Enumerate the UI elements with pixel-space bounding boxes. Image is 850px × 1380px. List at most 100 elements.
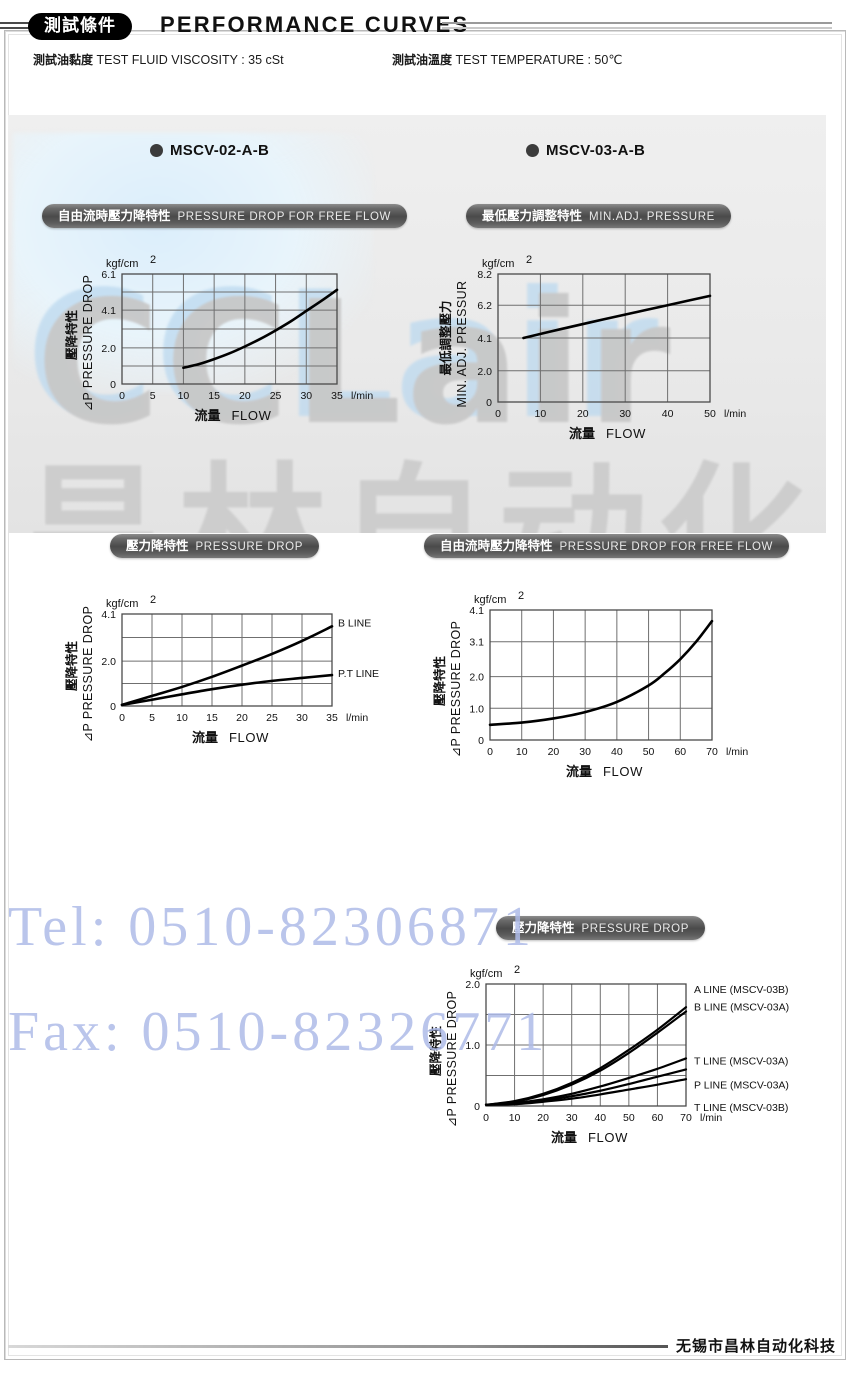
svg-text:0: 0: [110, 379, 116, 391]
svg-text:20: 20: [537, 1112, 549, 1124]
chart-plot-frame: [497, 273, 711, 403]
svg-text:0: 0: [486, 397, 492, 409]
svg-text:流量: 流量: [551, 1130, 577, 1146]
svg-text:⊿P PRESSURE DROP: ⊿P PRESSURE DROP: [445, 991, 459, 1128]
svg-text:30: 30: [296, 712, 308, 724]
section-pill-1-en: MIN.ADJ. PRESSURE: [589, 211, 715, 223]
y-axis-unit-label: kgf/cm 2: [106, 594, 156, 610]
svg-text:4.1: 4.1: [477, 333, 492, 345]
legend-label-3: P LINE (MSCV-03A): [694, 1079, 789, 1091]
svg-text:0: 0: [474, 1101, 480, 1113]
svg-text:kgf/cm: kgf/cm: [106, 598, 138, 610]
svg-text:25: 25: [266, 712, 278, 724]
svg-text:30: 30: [300, 390, 312, 402]
chart-plot-frame: [489, 609, 713, 741]
model-label-1: MSCV-03-A-B: [546, 142, 646, 159]
chart-gridlines: [490, 610, 712, 740]
y-axis-tick-labels: 0 2.0 4.1 6.1: [101, 269, 116, 391]
section-pill-free-flow-03: 自由流時壓力降特性 PRESSURE DROP FOR FREE FLOW: [424, 534, 789, 558]
legend-label-4: T LINE (MSCV-03B): [694, 1102, 788, 1114]
svg-text:4.1: 4.1: [469, 605, 484, 617]
y-axis-tick-labels: 0 1.0 2.0 3.1 4.1: [469, 605, 484, 747]
model-heading-mscv-03: MSCV-03-A-B: [526, 142, 645, 159]
curve-b-line: [120, 625, 334, 707]
svg-text:3.1: 3.1: [469, 637, 484, 649]
svg-text:kgf/cm: kgf/cm: [106, 258, 138, 270]
chart-legend: A LINE (MSCV-03B) B LINE (MSCV-03A) T LINE…: [694, 984, 789, 1114]
legend-label-0: A LINE (MSCV-03B): [694, 984, 789, 996]
y-axis-unit-label: kgf/cm 2: [482, 254, 532, 270]
header-right-rule-icon: [442, 22, 832, 29]
svg-text:流量: 流量: [569, 426, 595, 442]
x-axis-title: 流量 FLOW: [566, 764, 643, 780]
y-axis-tick-labels: 0 1.0 2.0: [465, 979, 480, 1113]
chart-plot-frame: [485, 983, 687, 1107]
svg-text:壓降特性: 壓降特性: [64, 641, 79, 692]
svg-text:40: 40: [662, 408, 674, 420]
section-pill-free-flow-02: 自由流時壓力降特性 PRESSURE DROP FOR FREE FLOW: [42, 204, 407, 228]
test-condition-viscosity: 測試油黏度 TEST FLUID VISCOSITY : 35 cSt: [33, 51, 284, 68]
svg-text:FLOW: FLOW: [229, 730, 269, 745]
chart-series: [182, 288, 339, 370]
chart-gridlines: [498, 274, 710, 402]
svg-text:20: 20: [236, 712, 248, 724]
svg-text:1.0: 1.0: [469, 703, 484, 715]
svg-text:0: 0: [110, 701, 116, 713]
model-heading-mscv-02: MSCV-02-A-B: [150, 142, 269, 159]
svg-text:0: 0: [119, 712, 125, 724]
svg-text:70: 70: [706, 746, 718, 758]
svg-text:⊿P PRESSURE DROP: ⊿P PRESSURE DROP: [449, 621, 463, 758]
chart-series: [488, 619, 714, 727]
svg-text:0: 0: [478, 735, 484, 747]
curve-min-adj-pressure: [522, 294, 712, 340]
svg-text:0: 0: [119, 390, 125, 402]
svg-text:2: 2: [526, 254, 532, 266]
y-axis-tick-labels: 0 2.0 4.1 6.2 8.2: [477, 269, 492, 409]
svg-text:1.0: 1.0: [465, 1040, 480, 1052]
svg-text:70: 70: [680, 1112, 692, 1124]
x-axis-tick-labels: 0 10 20 30 40 50 l/min: [495, 408, 746, 420]
svg-text:l/min: l/min: [724, 408, 746, 420]
x-axis-title: 流量 FLOW: [192, 730, 269, 746]
test-condition-temperature: 測試油溫度 TEST TEMPERATURE : 50℃: [392, 51, 622, 68]
svg-text:5: 5: [149, 712, 155, 724]
chart-svg-chart4: kgf/cm 201.02.03.14.10 10 20 30 40 50 60 70 l/min…: [432, 590, 748, 780]
svg-text:10: 10: [509, 1112, 521, 1124]
svg-text:30: 30: [579, 746, 591, 758]
test-condition-temperature-en: TEST TEMPERATURE : 50℃: [455, 53, 623, 67]
chart-plot-frame: [121, 273, 338, 385]
chart-pressure-drop-mscv03: kgf/cm 2 0 1.0 2.0 0 10 20 30 40 50 60 70 l/min 流量 FLOW…: [424, 962, 789, 1157]
svg-text:MIN. ADJ. PRESSUR: MIN. ADJ. PRESSUR: [455, 281, 469, 408]
chart-min-adj-pressure-mscv03: kgf/cm 2 0 2.0 4.1 6.2 8.2 0 10 20 30 40 50 l/min 流量 FL…: [432, 252, 746, 447]
svg-text:10: 10: [516, 746, 528, 758]
svg-text:2.0: 2.0: [101, 343, 116, 355]
curve-p-t-line: [120, 673, 334, 707]
x-axis-tick-labels: 0 5 10 15 20 25 30 35 l/min: [119, 712, 368, 724]
svg-text:35: 35: [331, 390, 343, 402]
svg-text:8.2: 8.2: [477, 269, 492, 281]
svg-text:⊿P PRESSURE DROP: ⊿P PRESSURE DROP: [81, 606, 95, 743]
svg-text:4.1: 4.1: [101, 609, 116, 621]
svg-text:l/min: l/min: [351, 390, 373, 402]
watermark-logo-en: CCLair: [36, 265, 675, 463]
page-header: 測試條件 PERFORMANCE CURVES: [0, 8, 850, 44]
svg-text:kgf/cm: kgf/cm: [470, 968, 502, 980]
svg-text:10: 10: [535, 408, 547, 420]
test-condition-viscosity-en: TEST FLUID VISCOSITY : 35 cSt: [96, 53, 284, 67]
header-left-rule-icon: [0, 22, 34, 29]
section-pill-1-cn: 最低壓力調整特性: [482, 208, 583, 223]
svg-text:2.0: 2.0: [469, 672, 484, 684]
chart-pressure-drop-mscv02: kgf/cm 2 0 2.0 4.1 0 5 10 15 20 25 30 35 l/min 流量 FLOW ⊿…: [60, 592, 379, 752]
curve-free-flow: [488, 619, 714, 727]
svg-text:⊿P PRESSURE DROP: ⊿P PRESSURE DROP: [81, 275, 95, 412]
svg-text:50: 50: [643, 746, 655, 758]
svg-text:50: 50: [623, 1112, 635, 1124]
svg-text:2: 2: [518, 590, 524, 602]
svg-text:20: 20: [577, 408, 589, 420]
